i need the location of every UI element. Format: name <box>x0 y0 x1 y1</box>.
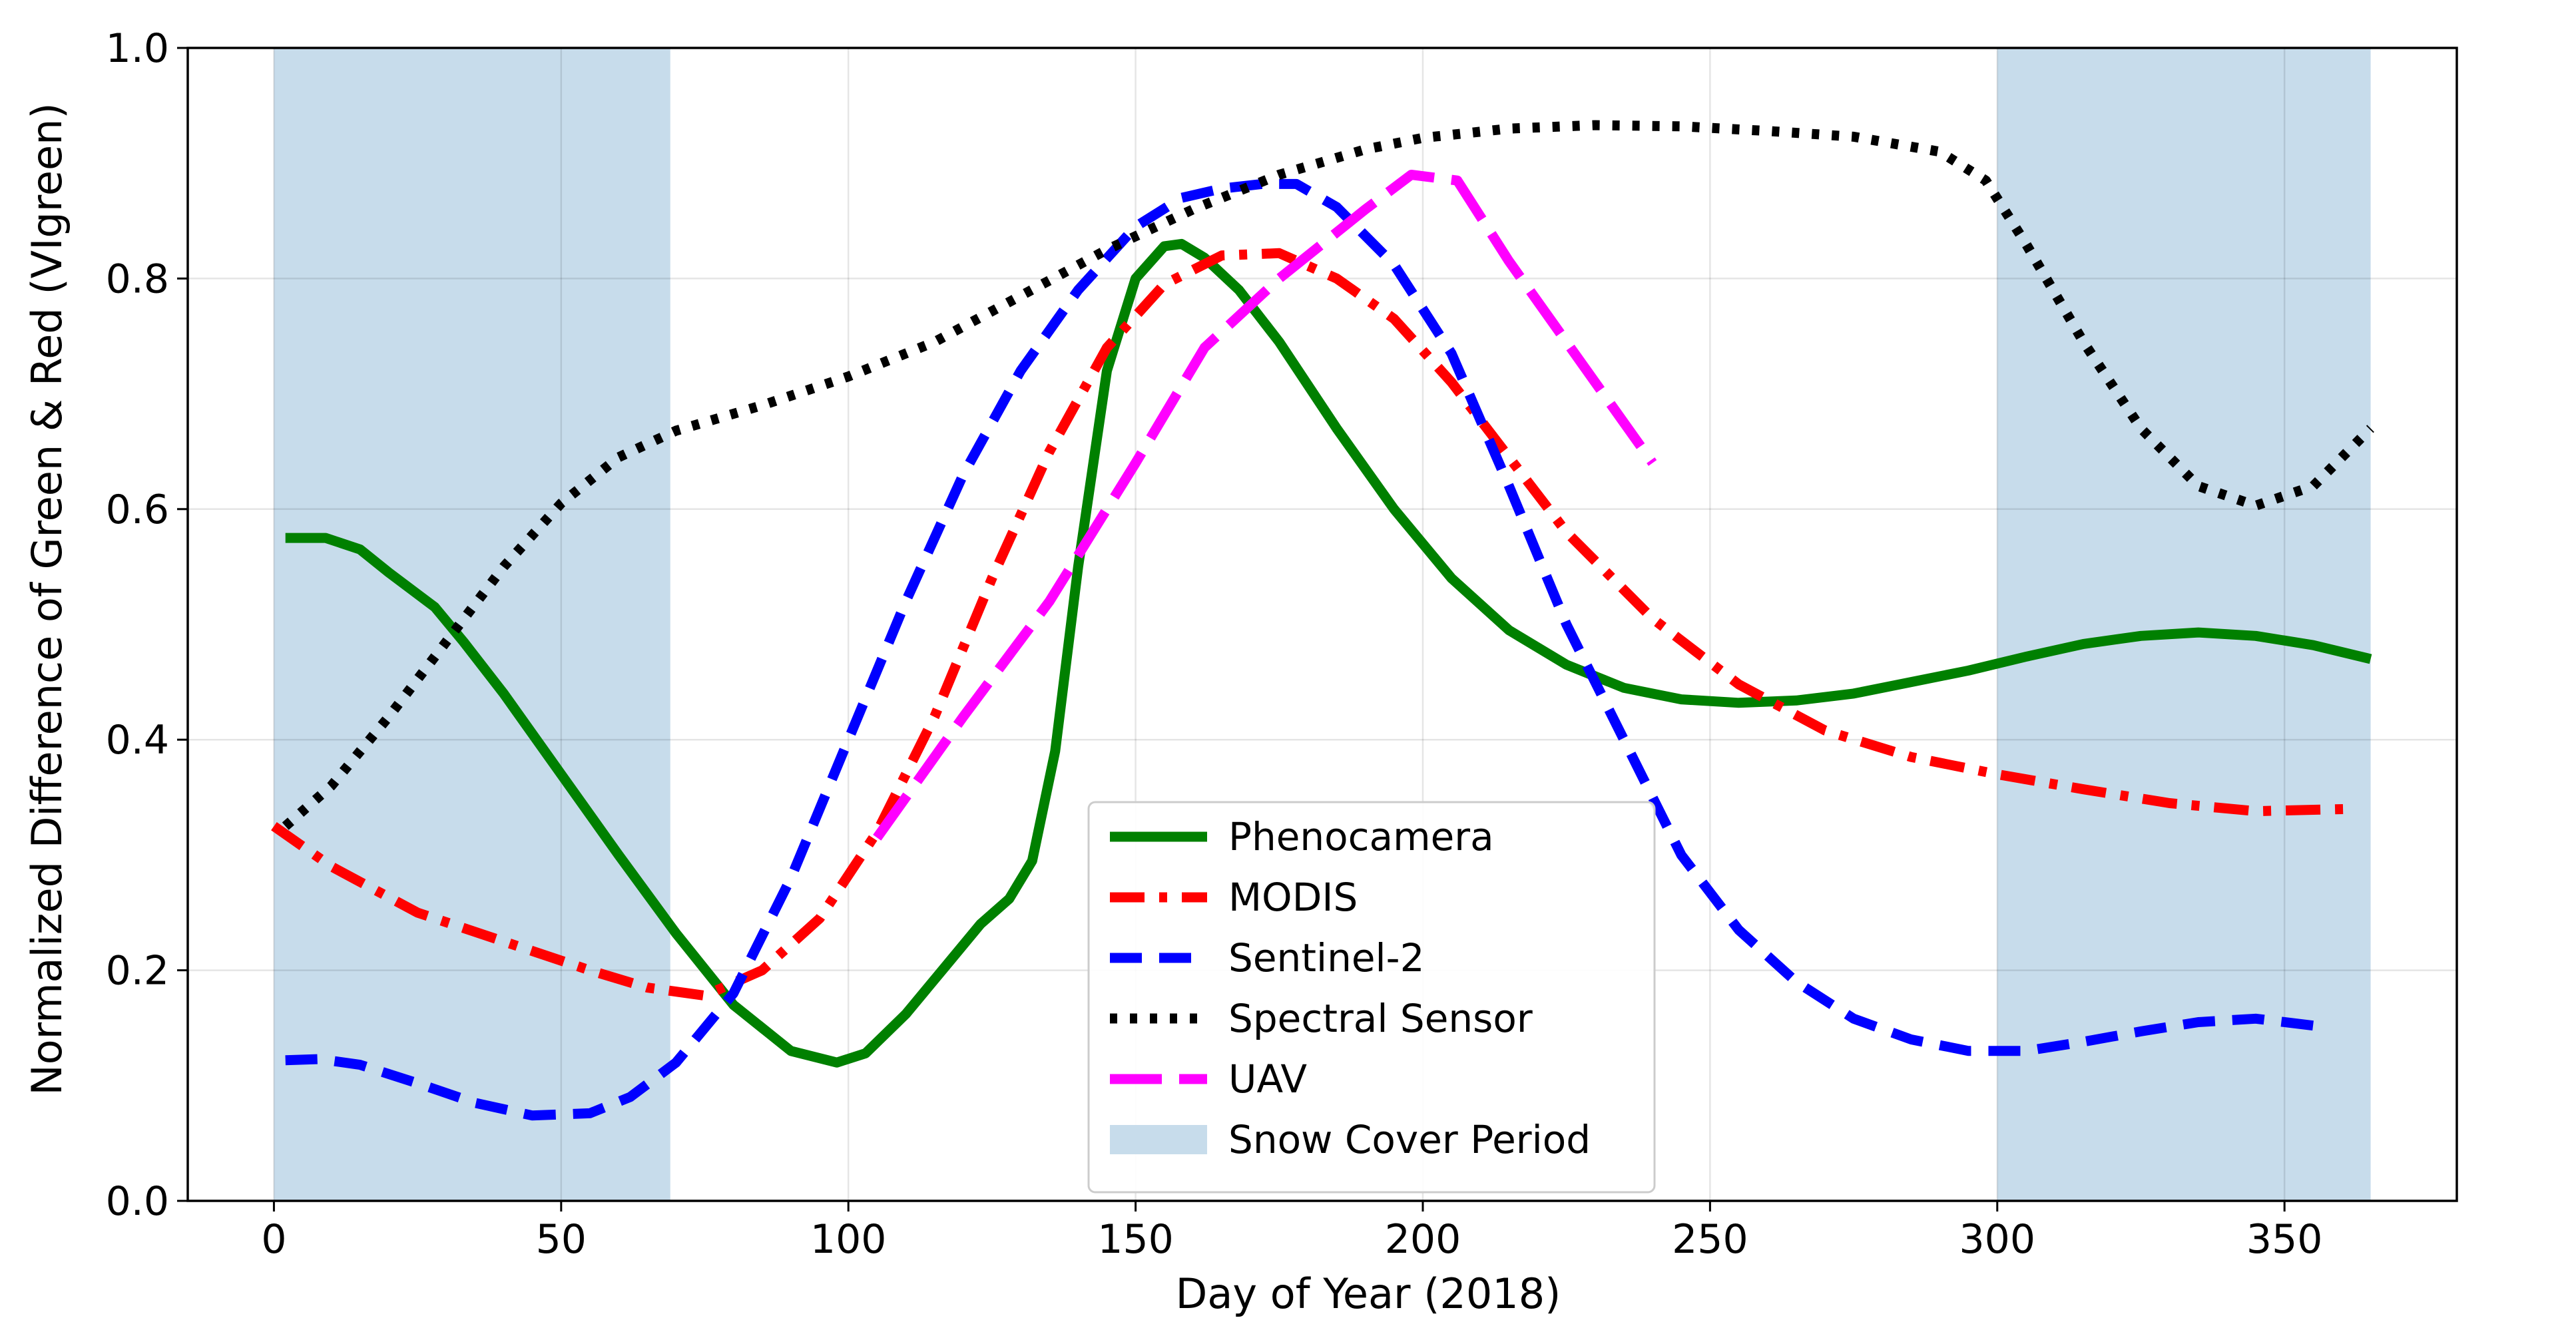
series-line-phenocamera <box>285 238 2372 1068</box>
x-tick-label: 300 <box>1959 1216 2036 1263</box>
x-tick-label: 50 <box>536 1216 587 1263</box>
x-tick-label: 200 <box>1385 1216 1461 1263</box>
legend-swatch-snow <box>1110 1125 1207 1154</box>
legend-label: Phenocamera <box>1228 814 1494 859</box>
snow-cover-band-2 <box>1997 48 2371 1201</box>
y-tick-label: 0.2 <box>106 948 169 995</box>
plot-frame <box>186 47 2458 1202</box>
series-line-spectral-sensor <box>282 120 2374 830</box>
x-tick-label: 250 <box>1672 1216 1748 1263</box>
series-line-uav <box>873 170 1657 841</box>
legend: Phenocamera MODIS Sentinel-2 Spectral Senso… <box>1087 801 1656 1194</box>
x-axis-title: Day of Year (2018) <box>1176 1269 1561 1318</box>
y-tick-label: 0.4 <box>106 717 169 764</box>
series-line-sentinel-2 <box>285 178 2314 1121</box>
legend-box <box>1087 801 1656 1194</box>
x-tick-label: 150 <box>1097 1216 1174 1263</box>
y-tick-label: 0.0 <box>106 1178 169 1225</box>
snow-cover-layer <box>274 48 2371 1201</box>
legend-label: Sentinel-2 <box>1228 935 1425 981</box>
legend-label: UAV <box>1228 1056 1307 1102</box>
axes-layer: 0 50 100 150 200 250 300 350 0.0 0.2 0.4 0.6 0.8 1.0 <box>106 25 2323 1263</box>
legend-label: Snow Cover Period <box>1228 1117 1591 1162</box>
y-tick-label: 1.0 <box>106 25 169 72</box>
snow-cover-band-1 <box>274 48 670 1201</box>
series-layer <box>271 120 2374 1121</box>
series-line-modis <box>271 248 2354 1001</box>
x-tick-label: 0 <box>261 1216 286 1263</box>
legend-label: Spectral Sensor <box>1228 996 1533 1041</box>
y-tick-label: 0.6 <box>106 487 169 533</box>
x-tick-label: 100 <box>810 1216 887 1263</box>
x-tick-label: 350 <box>2246 1216 2323 1263</box>
legend-label: MODIS <box>1228 875 1358 920</box>
y-tick-label: 0.8 <box>106 256 169 302</box>
grid-layer <box>188 47 2457 1202</box>
y-axis-title: Normalized Difference of Green & Red (VI… <box>23 103 71 1095</box>
